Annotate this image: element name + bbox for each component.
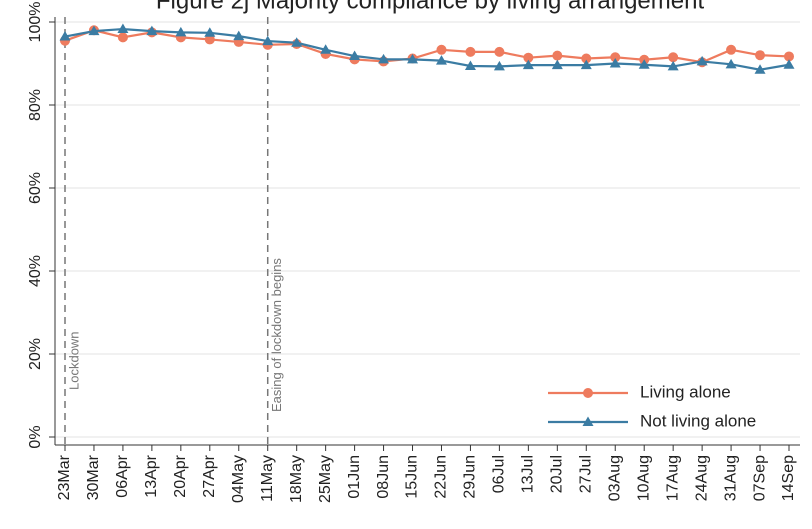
point — [464, 60, 476, 70]
x-tick-label: 13Apr — [143, 454, 160, 497]
x-tick-label: 06Jul — [491, 455, 508, 493]
series-line — [64, 27, 790, 71]
x-tick-label: 13Jul — [520, 455, 537, 493]
x-tick-label: 20Jul — [549, 455, 566, 493]
point — [552, 50, 563, 61]
point — [204, 34, 215, 45]
point — [523, 52, 534, 63]
x-tick-label: 27Apr — [201, 454, 218, 497]
x-tick-label: 22Jun — [433, 455, 450, 499]
x-tick-label: 27Jul — [577, 455, 594, 493]
x-tick-label: 25May — [317, 455, 334, 503]
x-tick-label: 06Apr — [114, 454, 131, 497]
x-tick-label: 14Sep — [780, 455, 797, 501]
y-tick-label: 60% — [27, 172, 44, 204]
x-tick-label: 01Jun — [346, 455, 363, 499]
y-tick-label: 40% — [27, 255, 44, 287]
x-tick-label: 15Jun — [404, 455, 421, 499]
point — [609, 58, 621, 68]
point — [783, 59, 795, 69]
point — [233, 30, 245, 41]
annotation-label: Lockdown — [66, 331, 81, 390]
point — [551, 59, 563, 70]
point — [610, 52, 621, 63]
point — [320, 44, 332, 54]
point — [668, 52, 679, 63]
chart-title: Figure 2j Majority compliance by living … — [156, 0, 705, 14]
x-tick-label: 04May — [230, 455, 247, 503]
x-tick-label: 17Aug — [664, 455, 681, 501]
point — [59, 31, 71, 41]
x-tick-label: 30Mar — [85, 454, 102, 500]
point — [175, 26, 187, 37]
point — [667, 60, 679, 71]
point — [638, 59, 650, 69]
point — [494, 46, 505, 57]
x-tick-label: 20Apr — [172, 454, 189, 497]
legend-label: Living alone — [640, 382, 731, 401]
y-tick-label: 0% — [27, 425, 44, 448]
point — [117, 32, 128, 43]
point — [465, 46, 476, 57]
point — [146, 25, 158, 36]
point — [349, 50, 361, 61]
point — [784, 51, 794, 62]
point — [204, 27, 216, 37]
x-tick-label: 07Sep — [751, 455, 768, 501]
legend-marker — [583, 388, 593, 398]
x-tick-label: 24Aug — [693, 455, 710, 501]
point — [117, 23, 129, 34]
point — [435, 55, 447, 65]
point — [725, 58, 737, 69]
point — [291, 37, 303, 47]
x-tick-label: 18May — [288, 455, 305, 503]
x-tick-label: 03Aug — [606, 455, 623, 501]
point — [522, 59, 534, 70]
x-tick-label: 29Jun — [462, 455, 479, 499]
point — [407, 53, 419, 64]
x-tick-label: 08Jun — [375, 455, 392, 499]
point — [755, 50, 766, 61]
point — [580, 59, 592, 70]
point — [436, 44, 447, 55]
series-line — [64, 29, 790, 64]
x-tick-label: 31Aug — [722, 455, 739, 501]
x-tick-label: 11May — [259, 455, 276, 502]
point — [726, 44, 737, 55]
point — [88, 25, 100, 36]
x-tick-label: 23Mar — [56, 454, 73, 500]
x-tick-label: 10Aug — [635, 455, 652, 501]
point — [262, 35, 274, 46]
point — [493, 60, 505, 71]
point — [581, 53, 592, 64]
y-tick-label: 100% — [27, 2, 44, 43]
y-tick-label: 20% — [27, 338, 44, 370]
point — [378, 53, 390, 64]
legend-label: Not living alone — [640, 411, 756, 430]
point — [754, 64, 766, 74]
point — [696, 55, 708, 66]
legend-marker — [582, 416, 594, 426]
y-tick-label: 80% — [27, 89, 44, 121]
annotation-label: Easing of lockdown begins — [269, 258, 284, 412]
